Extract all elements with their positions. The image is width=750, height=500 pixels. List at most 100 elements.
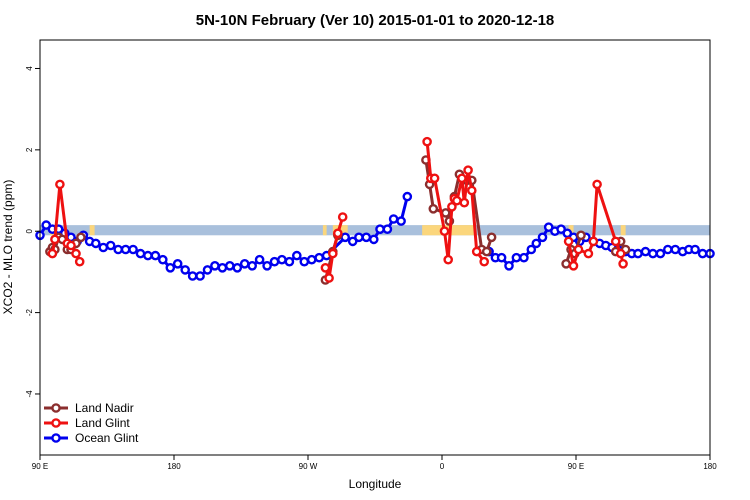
land-glint-point-17 bbox=[447, 201, 457, 212]
ocean-glint-point-37 bbox=[299, 256, 310, 267]
x-tick-label-1: 180 bbox=[167, 462, 181, 471]
ocean-glint-point-74 bbox=[633, 248, 643, 259]
x-axis: 90 E 180 90 W 0 90 E 180 bbox=[32, 455, 717, 471]
ocean-glint-point-11 bbox=[105, 240, 116, 251]
land-glint-point-30 bbox=[588, 236, 599, 247]
land-glint-point-9 bbox=[327, 248, 338, 259]
land-glint-point-29 bbox=[583, 248, 594, 259]
ocean-glint-point-42 bbox=[347, 236, 358, 247]
ocean-glint-point-14 bbox=[128, 244, 138, 255]
y-tick-label-2: 0 bbox=[25, 228, 34, 233]
ocean-glint-point-55 bbox=[511, 252, 522, 263]
ocean-band bbox=[40, 225, 710, 236]
ocean-glint-point-30 bbox=[247, 260, 257, 271]
ocean-glint-point-18 bbox=[157, 254, 168, 265]
ocean-glint-point-1 bbox=[41, 220, 52, 230]
land-glint-point-6 bbox=[74, 256, 85, 267]
ocean-glint-point-49 bbox=[396, 216, 406, 226]
series-layer bbox=[35, 136, 715, 285]
ocean-glint-point-27 bbox=[224, 260, 235, 271]
land-glint-point-15 bbox=[439, 226, 450, 236]
x-tick-label-3: 0 bbox=[440, 462, 445, 471]
land-nadir-point-15 bbox=[440, 208, 451, 218]
x-tick-label-5: 180 bbox=[703, 462, 717, 471]
ocean-glint-point-23 bbox=[195, 271, 205, 281]
land-glint-point-16 bbox=[443, 254, 454, 265]
legend-marker-ocean-glint bbox=[51, 433, 61, 443]
chart-title: 5N-10N February (Ver 10) 2015-01-01 to 2… bbox=[196, 12, 555, 29]
land-glint-point-26 bbox=[563, 236, 574, 247]
plot-frame bbox=[39, 39, 711, 456]
ocean-glint-point-46 bbox=[375, 224, 385, 234]
ocean-glint-point-32 bbox=[262, 260, 272, 271]
ocean-glint-point-21 bbox=[180, 265, 190, 275]
land-nadir-point-8 bbox=[76, 232, 86, 243]
x-tick-label-2: 90 W bbox=[299, 462, 318, 471]
ocean-glint-point-62 bbox=[556, 224, 566, 234]
land-glint-point-0 bbox=[47, 248, 58, 259]
ocean-glint-point-50 bbox=[402, 191, 413, 202]
y-tick-label-1: -2 bbox=[25, 308, 34, 316]
land-band-6 bbox=[620, 225, 626, 236]
ocean-glint-point-10 bbox=[98, 242, 109, 253]
ocean-glint-point-48 bbox=[388, 214, 399, 224]
legend-label-ocean-glint: Ocean Glint bbox=[75, 431, 139, 445]
ocean-glint-point-12 bbox=[113, 244, 123, 255]
ocean-glint-point-43 bbox=[354, 232, 364, 243]
ocean-glint-point-39 bbox=[314, 252, 325, 263]
land-glint-point-5 bbox=[71, 248, 81, 259]
ocean-glint-point-41 bbox=[340, 232, 351, 243]
land-glint-point-33 bbox=[615, 248, 626, 259]
ocean-glint-point-58 bbox=[531, 238, 542, 249]
x-axis-label: Longitude bbox=[349, 477, 402, 491]
ocean-glint-point-25 bbox=[210, 260, 220, 271]
land-glint-point-22 bbox=[463, 165, 473, 175]
land-glint-point-10 bbox=[332, 228, 343, 239]
ocean-glint-point-44 bbox=[361, 232, 372, 243]
land-nadir-point-24 bbox=[561, 258, 571, 269]
land-glint-point-23 bbox=[466, 185, 477, 196]
land-glint-point-25 bbox=[479, 256, 490, 267]
ocean-glint-point-28 bbox=[232, 262, 243, 273]
land-glint-point-8 bbox=[324, 273, 334, 283]
ocean-glint-point-57 bbox=[526, 244, 537, 255]
x-tick-label-0: 90 E bbox=[32, 462, 48, 471]
ocean-glint-point-36 bbox=[291, 250, 302, 261]
legend-label-land-nadir: Land Nadir bbox=[75, 401, 134, 415]
y-axis-label: XCO2 - MLO trend (ppm) bbox=[1, 180, 15, 315]
ocean-glint-point-45 bbox=[368, 234, 379, 245]
ocean-glint-point-82 bbox=[690, 244, 700, 255]
land-glint-point-2 bbox=[55, 179, 65, 190]
y-tick-label-3: 2 bbox=[25, 147, 34, 152]
ocean-glint-point-38 bbox=[306, 254, 317, 265]
ocean-glint-point-76 bbox=[648, 248, 658, 259]
legend-marker-land-nadir bbox=[51, 403, 61, 413]
series-land-nadir bbox=[45, 155, 631, 285]
ocean-glint-point-29 bbox=[239, 258, 250, 269]
ocean-glint-point-53 bbox=[496, 252, 507, 263]
series-ocean-glint bbox=[35, 191, 715, 281]
ocean-glint-point-20 bbox=[172, 258, 183, 269]
legend-entry-land-nadir: Land Nadir bbox=[44, 401, 134, 415]
land-nadir-point-14 bbox=[428, 203, 439, 214]
ocean-glint-point-22 bbox=[187, 271, 198, 281]
land-glint-point-12 bbox=[422, 136, 432, 147]
ocean-glint-point-26 bbox=[217, 262, 228, 273]
ocean-glint-point-56 bbox=[519, 252, 529, 263]
land-glint-point-32 bbox=[610, 236, 621, 247]
land-glint-point-4 bbox=[66, 240, 76, 251]
land-glint-point-34 bbox=[618, 258, 628, 269]
ocean-glint-point-75 bbox=[640, 246, 651, 257]
ocean-glint-point-59 bbox=[537, 232, 548, 243]
y-tick-label-4: 4 bbox=[25, 66, 34, 71]
legend-label-land-glint: Land Glint bbox=[75, 416, 130, 430]
land-glint-point-7 bbox=[320, 262, 331, 273]
ocean-glint-point-16 bbox=[143, 250, 153, 261]
ocean-glint-point-83 bbox=[697, 248, 708, 259]
land-glint-point-31 bbox=[592, 179, 602, 190]
land-glint-point-21 bbox=[459, 197, 470, 208]
land-glint-point-11 bbox=[337, 212, 348, 222]
ocean-glint-point-15 bbox=[135, 248, 146, 259]
legend-entry-land-glint: Land Glint bbox=[44, 416, 130, 430]
